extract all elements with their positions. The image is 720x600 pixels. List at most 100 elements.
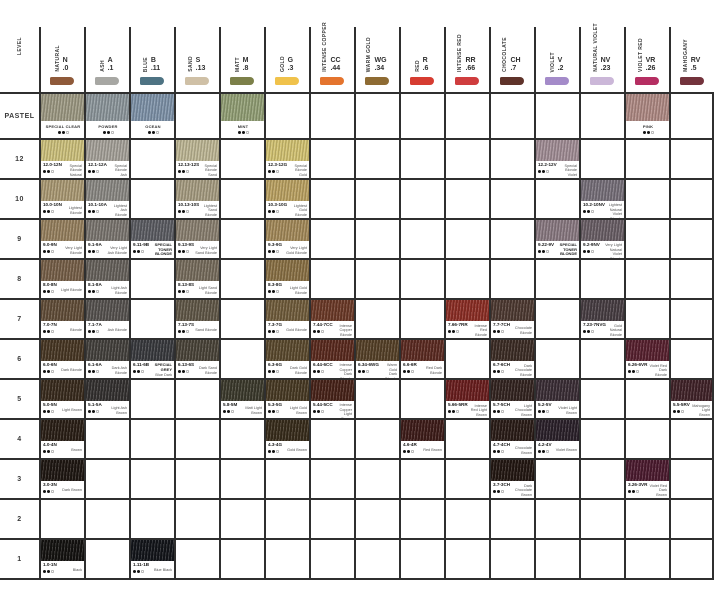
shade-code: 8.3-8G	[268, 282, 283, 287]
color-pill-icon	[139, 77, 164, 85]
strength-dot	[276, 209, 279, 213]
column-code-group: WG .34	[374, 57, 386, 72]
shade-label: 5.3-5G Light Gold Brown	[266, 401, 309, 418]
hair-swatch	[131, 540, 174, 561]
shade-code-group: 4.6-4R	[403, 442, 417, 458]
shade-code-group: 8.0-8N	[43, 282, 57, 298]
strength-dot	[47, 569, 50, 573]
shade-label: 6.13-6S Dark Sand Blonde	[176, 361, 219, 378]
strength-dots	[673, 409, 684, 413]
column-name-label: CHOCOLATE	[502, 37, 509, 72]
strength-dot	[448, 409, 451, 413]
row-level-label: 1	[17, 555, 22, 563]
hair-swatch	[41, 340, 84, 361]
header-divider-line	[129, 27, 131, 92]
shade-cell: 10.3-10G Lightest Gold Blonde	[264, 180, 309, 218]
column-code-group: B .11	[151, 57, 160, 72]
shade-cell: 5.44-5CC Intense Copper Light Brown	[309, 380, 354, 418]
shade-description: Red Dark Blonde	[425, 365, 442, 375]
shade-cell: SPECIAL CLEAR	[39, 94, 84, 138]
strength-dot	[493, 489, 496, 493]
column-code-group: N .0	[63, 57, 69, 72]
column-number-code: .6	[422, 65, 429, 72]
hair-swatch	[536, 220, 579, 241]
shade-code: 6.3-6G	[268, 362, 283, 367]
strength-dot	[321, 329, 324, 333]
shade-cell: 8.13-8S Light Sand Blonde	[174, 260, 219, 298]
shade-description: Special Blonde Violet	[564, 163, 577, 177]
strength-dots	[628, 369, 639, 373]
shade-description: Special Blonde Natural	[69, 163, 82, 177]
shade-code-group: 1.11-1B	[133, 562, 150, 578]
strength-dot	[51, 569, 54, 573]
shade-code: 1.11-1B	[133, 562, 150, 567]
shade-cell: 1.11-1B Blue Black	[129, 540, 174, 578]
hair-swatch	[176, 340, 219, 361]
empty-cell	[669, 460, 714, 498]
shade-label: 1.11-1B Blue Black	[131, 561, 174, 578]
strength-dot	[546, 249, 549, 253]
column-header-group: NATURAL N .0	[55, 45, 69, 72]
strength-dot	[538, 449, 541, 453]
strength-dot	[317, 369, 320, 373]
shade-code-group: 8.13-8S	[178, 282, 194, 298]
shade-code-group: 6.11-6B	[133, 362, 150, 378]
shade-desc-group: Very Light Natural Violet Blonde	[601, 243, 623, 258]
strength-dot	[272, 409, 275, 413]
empty-cell	[39, 500, 84, 538]
shade-code-group: 10.1-10A	[88, 202, 107, 218]
column-header-s: SAND S .13	[174, 0, 219, 92]
empty-cell	[354, 94, 399, 138]
strength-dots	[493, 489, 504, 493]
shade-code: 9.11-9B	[133, 242, 150, 247]
shade-cell: POWDER	[84, 94, 129, 138]
color-pill-icon	[409, 77, 434, 85]
shade-code-group: 3.7-3CH	[493, 482, 510, 498]
shade-code-group: 7.0-7N	[43, 322, 57, 338]
shade-code: 1.0-1N	[43, 562, 57, 567]
hair-swatch	[41, 260, 84, 281]
strength-dot	[276, 409, 279, 413]
empty-cell	[84, 460, 129, 498]
shade-description: Dark Blonde	[61, 368, 82, 373]
shade-row-6: 6 6.0-6N Dark Blonde 6.1-6A Dark Ash Blonde 6…	[0, 338, 714, 378]
strength-dots	[178, 369, 189, 373]
empty-cell	[354, 380, 399, 418]
shade-description: Sand Blonde	[195, 328, 217, 333]
strength-dot	[681, 409, 684, 413]
strength-dot	[92, 289, 95, 293]
shade-cell: 7.7-7CH Chocolate Blonde	[489, 300, 534, 338]
hair-swatch	[86, 94, 129, 121]
shade-code-group: 1.0-1N	[43, 562, 57, 578]
color-pill-icon	[229, 77, 254, 85]
strength-dot	[96, 249, 99, 253]
hair-swatch	[176, 260, 219, 281]
shade-code-group: 12.3-12G	[268, 162, 287, 178]
shade-description: Very Light Natural Violet Blonde	[605, 243, 622, 258]
strength-dots	[88, 409, 99, 413]
shade-label: 5.7-5CH Light Chocolate Brown	[491, 401, 534, 418]
shade-label: 12.2-12V Special Blonde Violet	[536, 161, 579, 178]
shade-description: Dark Chocolate Brown	[514, 483, 532, 497]
strength-dot	[272, 249, 275, 253]
strength-dot	[272, 289, 275, 293]
color-pill-icon	[94, 77, 119, 85]
empty-cell	[669, 140, 714, 178]
strength-dot	[546, 409, 549, 413]
shade-code: 6.34-6WG	[358, 362, 379, 367]
shade-cell: 9.0-9N Very Light Blonde	[39, 220, 84, 258]
shade-desc-group: Ash Blonde	[103, 323, 128, 338]
header-divider-line	[84, 27, 86, 92]
shade-desc-group: Very Light Gold Blonde	[283, 243, 308, 258]
strength-dots	[538, 409, 549, 413]
hair-swatch	[86, 180, 129, 201]
empty-cell	[534, 300, 579, 338]
shade-code-group: 10.13-10S	[178, 202, 199, 218]
empty-cell	[444, 500, 489, 538]
shade-code-group: 9.1-9A	[88, 242, 102, 258]
shade-code: 5.3-5G	[268, 402, 283, 407]
shade-code: 6.11-6B	[133, 362, 150, 367]
pastel-shade-name: OCEAN	[145, 124, 161, 129]
strength-dot	[147, 131, 151, 134]
hair-swatch	[266, 340, 309, 361]
